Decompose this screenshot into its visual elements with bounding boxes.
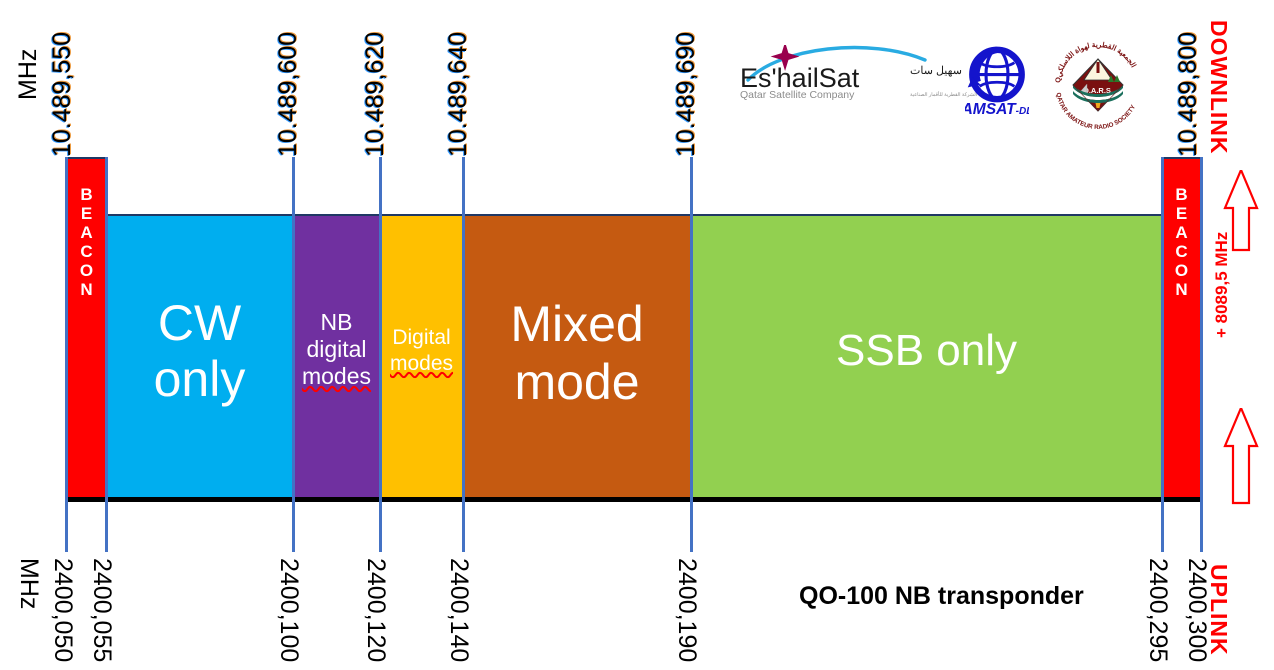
- svg-text:AMSAT-DL: AMSAT-DL: [965, 101, 1029, 118]
